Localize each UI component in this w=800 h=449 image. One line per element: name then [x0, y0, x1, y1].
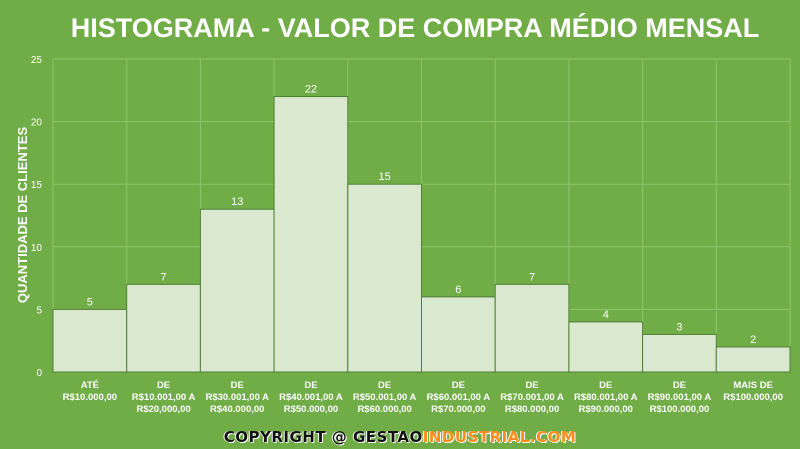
- x-category-label: R$50.001,00 A: [353, 392, 417, 403]
- x-category-label: R$50.000,00: [284, 404, 338, 415]
- x-category-label: R$10.000,00: [63, 392, 117, 403]
- data-label: 3: [676, 321, 682, 333]
- x-category-label: DE: [231, 380, 244, 391]
- x-category-label: R$60.001,00 A: [427, 392, 491, 403]
- histogram-bar: [52, 308, 128, 373]
- y-tick-label: 10: [31, 243, 43, 254]
- x-category-label: DE: [525, 380, 538, 391]
- data-label: 13: [231, 196, 243, 208]
- y-tick-label: 15: [31, 180, 43, 191]
- x-category-label: R$60.000,00: [357, 404, 411, 415]
- copyright-prefix: COPYRIGHT @: [223, 428, 353, 446]
- x-category-label: DE: [378, 380, 391, 391]
- data-label: 2: [750, 334, 756, 346]
- data-label: 6: [455, 284, 461, 296]
- x-category-label: DE: [673, 380, 686, 391]
- x-category-label: R$70.001,00 A: [500, 392, 564, 403]
- x-category-label: R$90.000,00: [579, 404, 633, 415]
- histogram-bar: [715, 346, 791, 373]
- x-category-label: R$100.000,00: [723, 392, 783, 403]
- data-label: 7: [160, 271, 166, 283]
- data-label: 5: [87, 296, 93, 308]
- chart-title: HISTOGRAMA - VALOR DE COMPRA MÉDIO MENSA…: [71, 12, 760, 43]
- x-category-label: R$90.001,00 A: [648, 392, 712, 403]
- histogram-bar: [273, 96, 349, 373]
- x-category-label: R$100.000,00: [650, 404, 710, 415]
- histogram-bar: [199, 208, 275, 373]
- bars: [52, 96, 791, 373]
- data-label: 4: [603, 309, 609, 321]
- x-category-label: MAIS DE: [733, 380, 773, 391]
- histogram-bar: [568, 321, 644, 373]
- x-category-label: DE: [304, 380, 317, 391]
- brand-name-part1: GESTAO: [353, 428, 423, 446]
- y-axis-ticks: 0 5 10 15 20 25: [31, 55, 43, 379]
- x-category-label: R$40.000,00: [210, 404, 264, 415]
- y-tick-label: 25: [31, 55, 43, 66]
- histogram-bar: [421, 296, 496, 373]
- data-labels: 5 7 13 22 15 6 7 4 3 2: [87, 84, 756, 346]
- x-category-label: DE: [157, 380, 170, 391]
- x-category-label: R$40.001,00 A: [279, 392, 343, 403]
- x-category-label: DE: [452, 380, 465, 391]
- y-tick-label: 5: [36, 305, 42, 316]
- histogram-bar: [642, 333, 717, 373]
- data-label: 15: [379, 171, 391, 183]
- data-label: 7: [529, 271, 535, 283]
- y-tick-label: 20: [31, 118, 43, 129]
- x-category-label: R$80.000,00: [505, 404, 559, 415]
- data-label: 22: [305, 84, 317, 96]
- histogram-bar: [126, 283, 201, 373]
- y-axis-label: QUANTIDADE DE CLIENTES: [15, 127, 30, 304]
- x-category-label: ATÉ: [81, 380, 99, 391]
- histogram-bar: [347, 183, 422, 373]
- brand-name-part2: INDUSTRIAL.COM: [422, 428, 577, 446]
- x-category-label: R$30.001,00 A: [205, 392, 269, 403]
- y-tick-label: 0: [36, 368, 42, 379]
- x-category-label: R$80.001,00 A: [574, 392, 638, 403]
- x-category-label: R$10.001,00 A: [132, 392, 196, 403]
- x-category-label: R$20,000,00: [136, 404, 190, 415]
- copyright-footer: COPYRIGHT @ GESTAOINDUSTRIAL.COM: [0, 428, 800, 446]
- histogram-bar: [494, 283, 570, 373]
- x-category-label: DE: [599, 380, 612, 391]
- x-category-label: R$70.000,00: [431, 404, 485, 415]
